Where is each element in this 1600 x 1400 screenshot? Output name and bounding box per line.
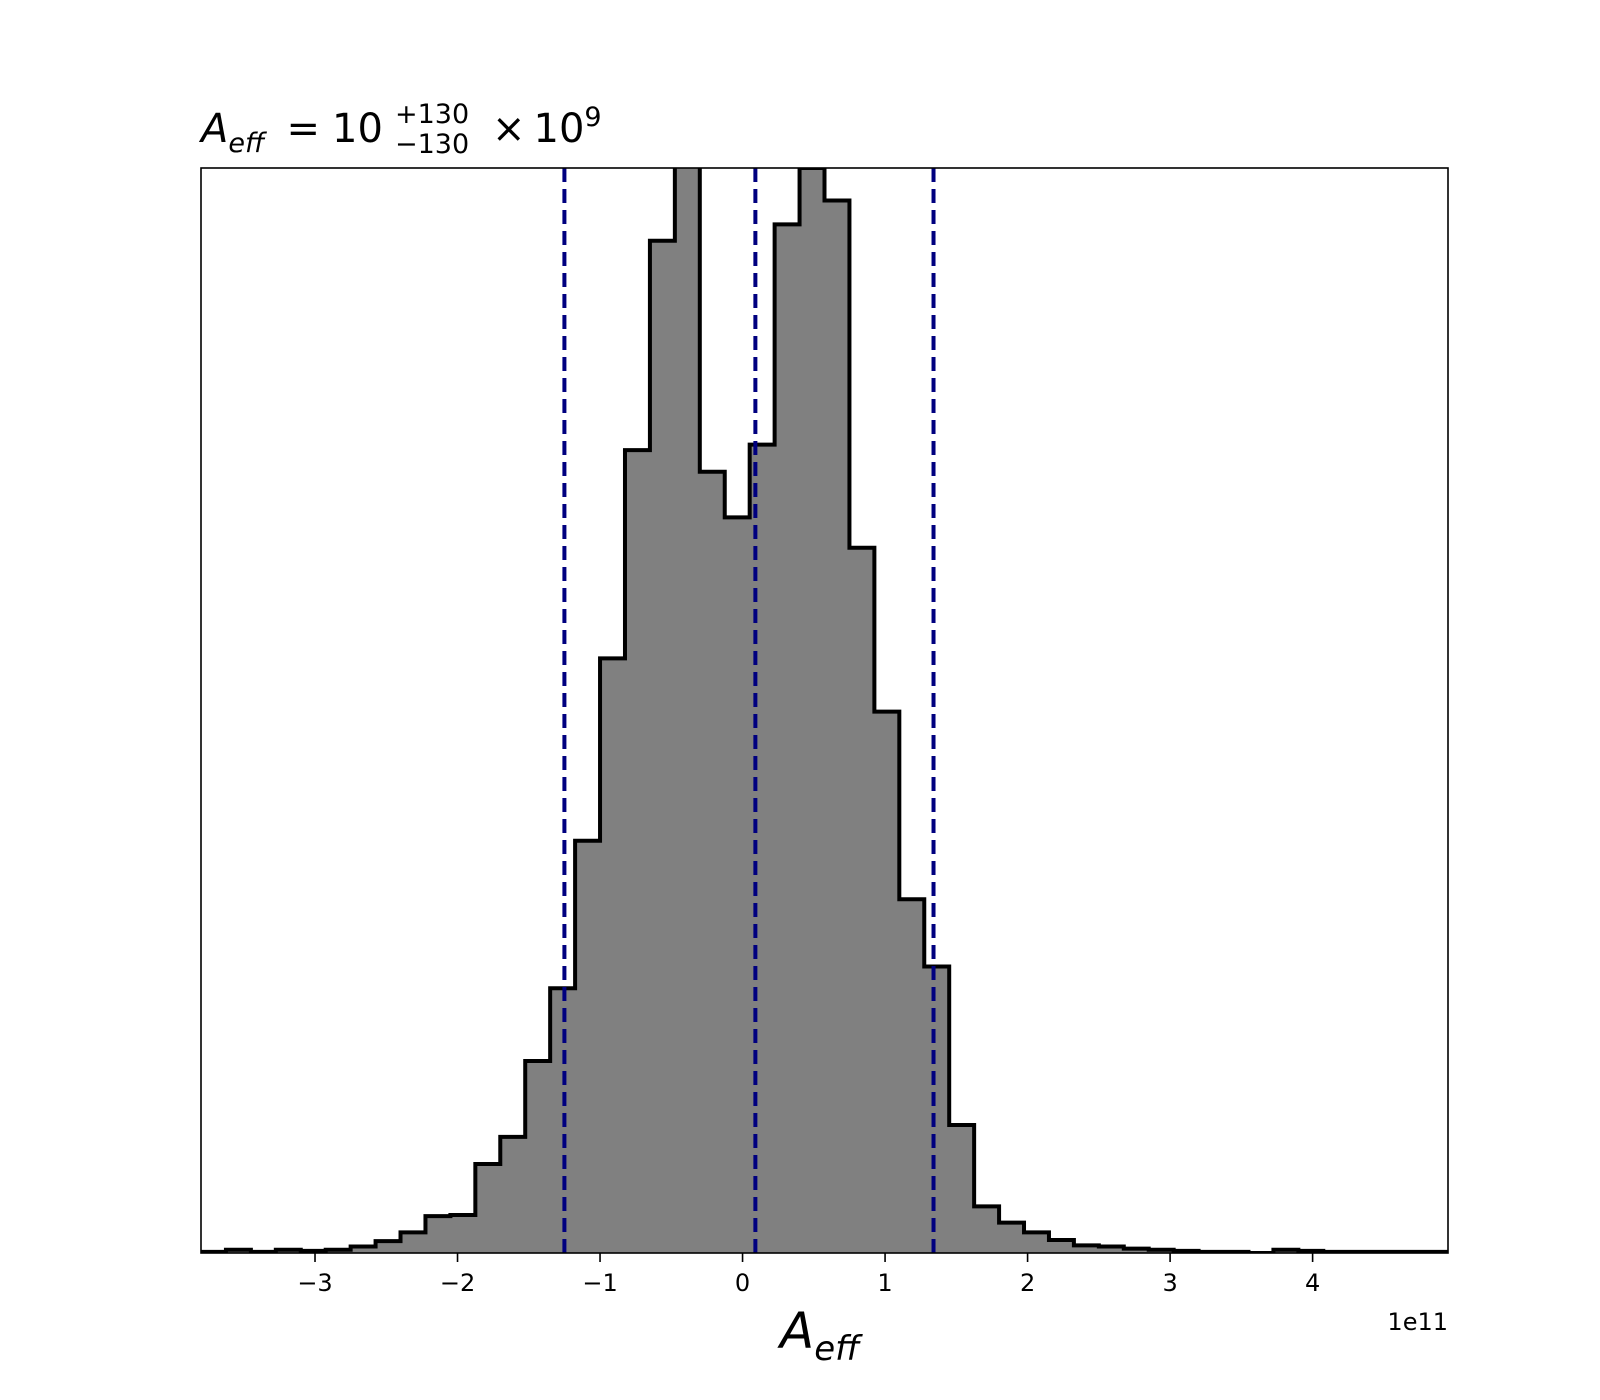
svg-text:×109: × 109	[492, 102, 602, 152]
x-tick-label: 4	[1305, 1269, 1320, 1297]
plot-frame	[200, 167, 1449, 1254]
x-axis-offset-label: 1e11	[1387, 1308, 1448, 1336]
chart-title: Aeff = 10	[198, 106, 383, 159]
histogram-bar	[350, 1246, 377, 1253]
histogram-bar	[799, 168, 825, 1253]
histogram-bar	[724, 517, 751, 1253]
histogram-bar	[425, 1216, 451, 1253]
histogram-bar	[624, 450, 651, 1253]
title-scale-base: 10	[534, 106, 585, 152]
x-tick-label: −3	[297, 1269, 332, 1297]
title-scale-exponent: 9	[584, 102, 601, 133]
x-tick-label: 0	[735, 1269, 750, 1297]
histogram-bar	[824, 200, 850, 1253]
title-symbol: A	[198, 106, 228, 152]
x-axis-label: Aeff	[777, 1302, 863, 1369]
histogram-bar	[874, 711, 900, 1253]
histogram-bar	[1073, 1245, 1100, 1253]
title-median: 10	[332, 106, 383, 152]
histogram-bar	[924, 966, 950, 1253]
histogram-bar	[699, 471, 726, 1253]
histogram-bar	[400, 1232, 426, 1253]
histogram-bar	[849, 547, 875, 1253]
histogram-bar	[949, 1124, 975, 1253]
title-times: ×	[492, 106, 526, 152]
x-tick-label: 1	[877, 1269, 892, 1297]
histogram-bar	[899, 899, 925, 1253]
title-symbol-subscript: eff	[228, 128, 267, 159]
histogram-outline	[201, 168, 1448, 1253]
x-tick-label: 3	[1162, 1269, 1177, 1297]
title-lower-error: −130	[395, 129, 469, 160]
histogram-bar	[475, 1164, 501, 1253]
histogram-bar	[1098, 1246, 1125, 1253]
histogram-bar	[999, 1222, 1025, 1253]
histogram-bar	[575, 840, 601, 1253]
x-tick-label: −1	[582, 1269, 617, 1297]
title-equals: =	[286, 106, 320, 152]
histogram-bar	[1024, 1232, 1050, 1253]
quantile-lines	[562, 168, 936, 1253]
histogram-bar	[375, 1241, 402, 1253]
x-axis-ticks: −3 −2 −1 0 1 2 3 4	[297, 1253, 1320, 1297]
x-tick-label: 2	[1020, 1269, 1035, 1297]
histogram-bar	[450, 1215, 476, 1253]
histogram-bar	[525, 1060, 551, 1253]
histogram-bar	[1123, 1248, 1150, 1253]
histogram-bar	[974, 1206, 1000, 1253]
x-tick-label: −2	[440, 1269, 475, 1297]
histogram-bar	[600, 658, 626, 1253]
histogram-bar	[500, 1136, 526, 1253]
histogram-bar	[674, 168, 701, 1253]
title-upper-error: +130	[395, 99, 469, 130]
histogram-bar	[649, 240, 676, 1253]
histogram-bar	[774, 224, 801, 1253]
histogram-bar	[1048, 1239, 1075, 1253]
histogram-bars	[201, 168, 1448, 1253]
